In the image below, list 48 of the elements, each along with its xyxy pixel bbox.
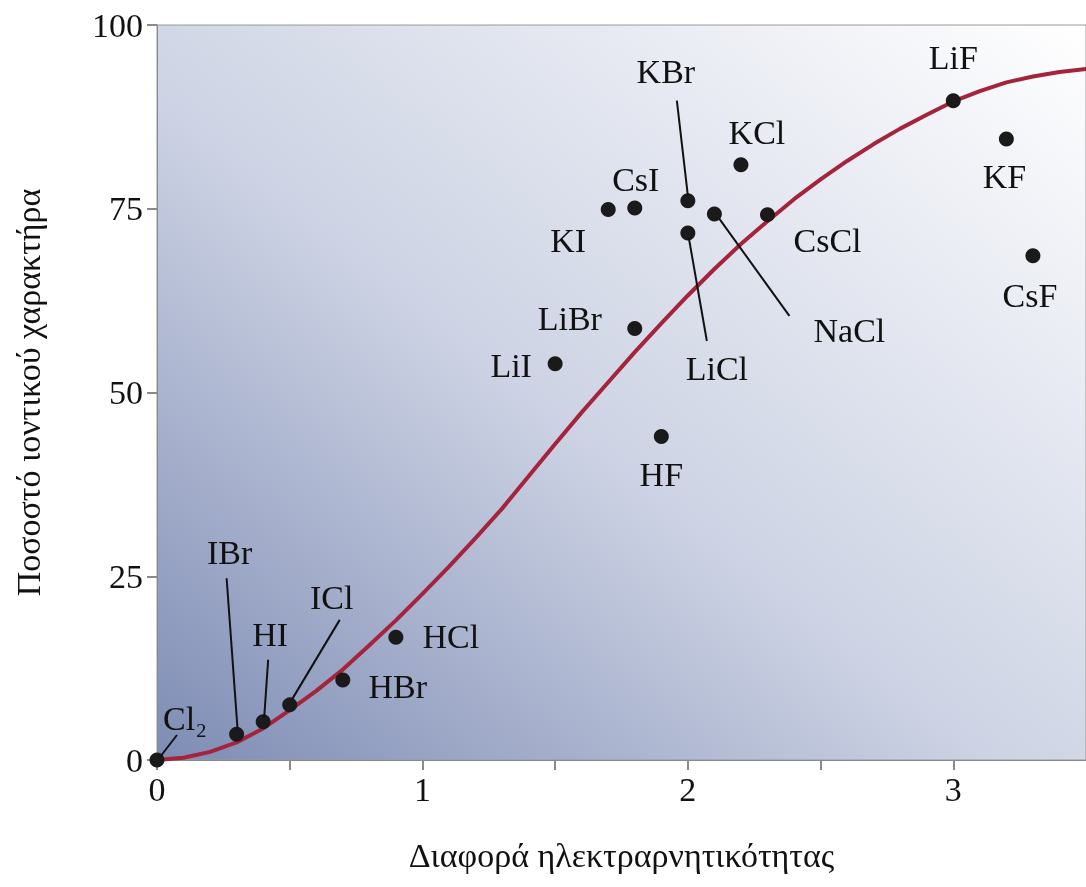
x-tick-label: 3 (944, 770, 962, 808)
y-tick-label: 75 (109, 190, 143, 228)
annotation: KF (982, 158, 1027, 196)
annotation: HBr (368, 668, 428, 706)
annotation: LiI (490, 347, 532, 385)
point (680, 193, 696, 209)
annotation: NaCl (813, 312, 886, 350)
annotation: KBr (636, 53, 696, 91)
point (388, 629, 404, 645)
point (653, 429, 669, 445)
annotation: HI (252, 616, 289, 654)
x-tick-label: 1 (413, 770, 431, 808)
x-tick-label: 0 (148, 770, 166, 808)
point (255, 714, 271, 730)
point (706, 206, 722, 222)
point (680, 225, 696, 241)
annotation: LiBr (537, 300, 603, 338)
point (600, 201, 616, 217)
y-tick-label: 50 (109, 374, 143, 411)
annotation: HCl (422, 617, 480, 655)
annotation: CsF (1002, 277, 1058, 315)
annotation: HF (639, 456, 684, 494)
point (547, 356, 563, 372)
y-tick-label: 0 (126, 741, 143, 779)
point (627, 200, 643, 216)
annotation: KCl (728, 114, 786, 152)
y-tick-label: 25 (109, 557, 143, 595)
y-axis-title: Ποσοστό ιοντικού χαρακτήρα (9, 188, 47, 597)
annotation: ICl (309, 579, 354, 617)
point (335, 672, 351, 688)
point (760, 207, 775, 223)
annotation: Cl₂ (163, 699, 207, 737)
point (945, 93, 961, 109)
annotation: LiCl (685, 349, 749, 387)
point (229, 726, 245, 742)
x-tick-label: 2 (679, 770, 697, 808)
point (627, 321, 643, 337)
annotation: CsI (612, 160, 660, 198)
y-tick-label: 100 (92, 6, 143, 44)
point (733, 157, 749, 173)
point (282, 697, 298, 713)
annotation: IBr (206, 533, 253, 571)
x-axis-title: Διαφορά ηλεκτραρνητικότητας (408, 836, 835, 874)
point (998, 131, 1014, 147)
annotation: CsCl (793, 222, 862, 260)
annotation: LiF (928, 39, 978, 77)
point (1025, 248, 1041, 264)
annotation: KI (550, 221, 587, 259)
